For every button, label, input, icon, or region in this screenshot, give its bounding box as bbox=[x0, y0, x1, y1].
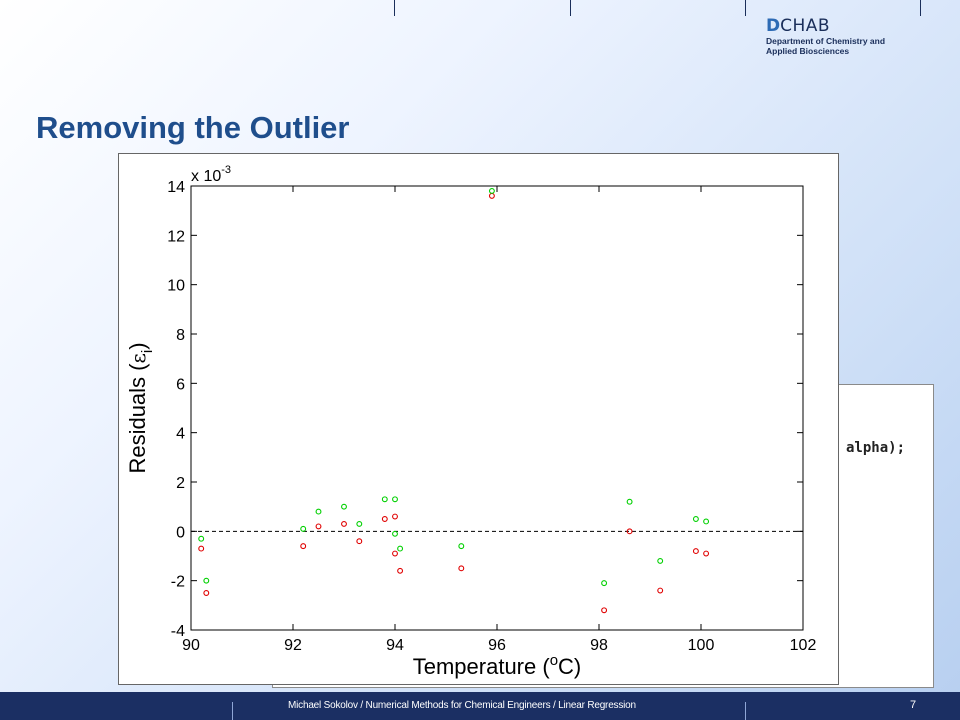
red-residual-point bbox=[397, 567, 404, 574]
y-tick-label: 8 bbox=[176, 327, 185, 344]
logo-department-line2: Applied Biosciences bbox=[766, 46, 850, 56]
red-residual-point bbox=[356, 538, 363, 545]
x-tick-label: 102 bbox=[790, 637, 817, 654]
red-residual-point bbox=[341, 520, 347, 527]
footer-credit: Michael Sokolov / Numerical Methods for … bbox=[288, 700, 636, 711]
y-tick-label: -4 bbox=[171, 623, 185, 640]
slide-title: Removing the Outlier bbox=[36, 110, 350, 145]
red-residual-point bbox=[381, 516, 388, 522]
y-tick-label: 2 bbox=[176, 475, 185, 492]
plot-area bbox=[190, 185, 804, 631]
header-divider bbox=[394, 0, 395, 16]
x-tick-label: 90 bbox=[182, 637, 200, 654]
green-residual-point bbox=[657, 557, 664, 564]
dchab-logo: DCHAB Department of Chemistry and Applie… bbox=[766, 16, 885, 56]
red-residual-point bbox=[300, 543, 307, 550]
red-residual-point bbox=[203, 590, 210, 596]
logo-name: CHAB bbox=[780, 16, 831, 36]
x-axis-label: Temperature (oC) bbox=[413, 652, 582, 679]
green-residual-point bbox=[488, 187, 495, 194]
footer-bar: Michael Sokolov / Numerical Methods for … bbox=[0, 692, 960, 720]
x-tick-label: 94 bbox=[386, 637, 404, 654]
logo-letter: D bbox=[766, 16, 781, 36]
logo-department-line1: Department of Chemistry and bbox=[766, 36, 886, 46]
x-tick-label: 96 bbox=[488, 637, 506, 654]
y-tick-label: 12 bbox=[167, 228, 185, 245]
y-axis-label: Residuals (εi) bbox=[125, 342, 156, 473]
red-residual-point bbox=[703, 550, 710, 557]
green-residual-point bbox=[692, 516, 699, 522]
green-residual-point bbox=[203, 577, 210, 584]
header-divider bbox=[570, 0, 571, 16]
y-tick-label: 14 bbox=[167, 179, 185, 196]
green-residual-point bbox=[397, 545, 404, 552]
green-residual-point bbox=[601, 580, 608, 587]
header-divider bbox=[745, 0, 746, 16]
red-residual-point bbox=[458, 565, 465, 572]
residuals-chart: 90 92 94 96 98 100 102 -4 -2 0 2 4 6 8 10 12 14 x 10-3 T… bbox=[125, 164, 817, 679]
residuals-figure: 90 92 94 96 98 100 102 -4 -2 0 2 4 6 8 10 12 14 x 10-3 T… bbox=[118, 153, 839, 685]
y-tick-label: 4 bbox=[176, 426, 185, 443]
y-tick-label: -2 bbox=[171, 574, 185, 591]
x-tick-label: 92 bbox=[284, 637, 302, 654]
red-residual-point bbox=[198, 545, 205, 552]
green-residual-point bbox=[356, 520, 363, 527]
green-residual-point bbox=[703, 518, 710, 525]
x-tick-label: 100 bbox=[688, 637, 715, 654]
header-divider bbox=[920, 0, 921, 16]
x-tick-label: 98 bbox=[590, 637, 608, 654]
green-residual-point bbox=[392, 530, 398, 537]
y-tick-label: 0 bbox=[176, 524, 185, 541]
red-residual-point bbox=[392, 550, 398, 557]
green-residual-point bbox=[458, 543, 465, 550]
green-residual-point bbox=[392, 496, 398, 503]
y-tick-label: 6 bbox=[176, 376, 185, 393]
red-residual-point bbox=[601, 607, 608, 614]
code-snippet: alpha); bbox=[846, 440, 906, 456]
red-residual-point bbox=[692, 548, 699, 555]
page-number: 7 bbox=[910, 699, 917, 711]
y-multiplier-exponent: -3 bbox=[221, 164, 231, 176]
red-residual-point bbox=[626, 528, 633, 535]
red-residual-point bbox=[392, 513, 398, 520]
green-residual-point bbox=[341, 503, 347, 510]
green-residual-point bbox=[381, 496, 388, 503]
y-tick-label: 10 bbox=[167, 278, 185, 295]
green-residual-point bbox=[198, 535, 205, 542]
green-residual-point bbox=[315, 508, 322, 515]
green-residual-point bbox=[300, 525, 307, 532]
green-residual-point bbox=[626, 498, 633, 505]
red-residual-point bbox=[657, 587, 664, 594]
y-multiplier-label: x 10-3 bbox=[191, 164, 231, 185]
red-residual-point bbox=[315, 523, 322, 530]
footer-divider bbox=[232, 702, 233, 720]
footer-divider bbox=[745, 702, 746, 720]
